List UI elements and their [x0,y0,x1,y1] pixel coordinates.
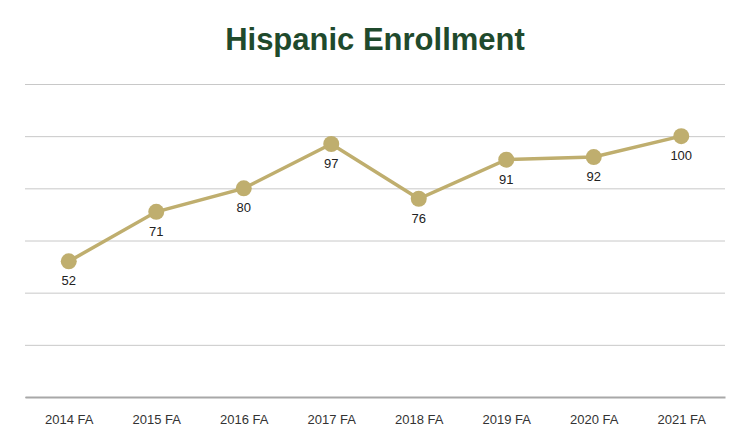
point [148,204,164,220]
y-axis-line [26,85,726,398]
y-tick [25,84,725,85]
grid-line [25,241,725,242]
point [61,253,77,269]
marks [61,128,690,269]
x-axis-line [26,397,726,399]
data-label: 80 [237,200,251,215]
x-tick-label: 2020 FA [570,412,619,427]
y-tick [25,136,725,137]
data-label: 52 [62,273,76,288]
line [69,136,682,261]
x-tick-label: 2017 FA [308,412,357,427]
grid-line [25,136,725,137]
y-tick [25,397,725,398]
y-tick [25,293,725,294]
x-tick-label: 2019 FA [483,412,532,427]
x-tick-label: 2018 FA [395,412,444,427]
chart: Hispanic Enrollment 2014 FA 2015 FA 2016 FA… [0,0,750,443]
grid-line [25,188,725,189]
x-axis: 2014 FA 2015 FA 2016 FA 2017 FA 2018 FA 2019 … [26,397,726,427]
point [411,191,427,207]
point [586,149,602,165]
grid-line [25,345,725,346]
x-tick-label: 2014 FA [45,412,94,427]
grid-line [25,397,725,398]
data-labels: 52 71 80 97 76 91 92 100 [62,148,693,288]
data-label: 97 [324,156,338,171]
x-tick-label: 2021 FA [658,412,707,427]
x-tick: 2018 FA [395,397,444,427]
grid-line [25,84,725,85]
data-label: 91 [499,172,513,187]
data-label: 71 [149,224,163,239]
x-tick: 2019 FA [483,397,532,427]
x-tick: 2017 FA [308,397,357,427]
y-axis [25,85,725,398]
data-label: 100 [670,148,692,163]
y-tick [25,188,725,189]
x-tick: 2021 FA [658,397,707,427]
x-tick-label: 2016 FA [220,412,269,427]
point [236,180,252,196]
point [323,136,339,152]
x-tick: 2014 FA [45,397,94,427]
y-tick [25,241,725,242]
point [673,128,689,144]
x-tick: 2016 FA [220,397,269,427]
point [498,152,514,168]
x-tick: 2020 FA [570,397,619,427]
data-label: 92 [587,169,601,184]
grid-line [25,293,725,294]
x-tick: 2015 FA [133,397,182,427]
y-tick [25,345,725,346]
title: Hispanic Enrollment [225,22,525,57]
data-label: 76 [412,211,426,226]
x-tick-label: 2015 FA [133,412,182,427]
